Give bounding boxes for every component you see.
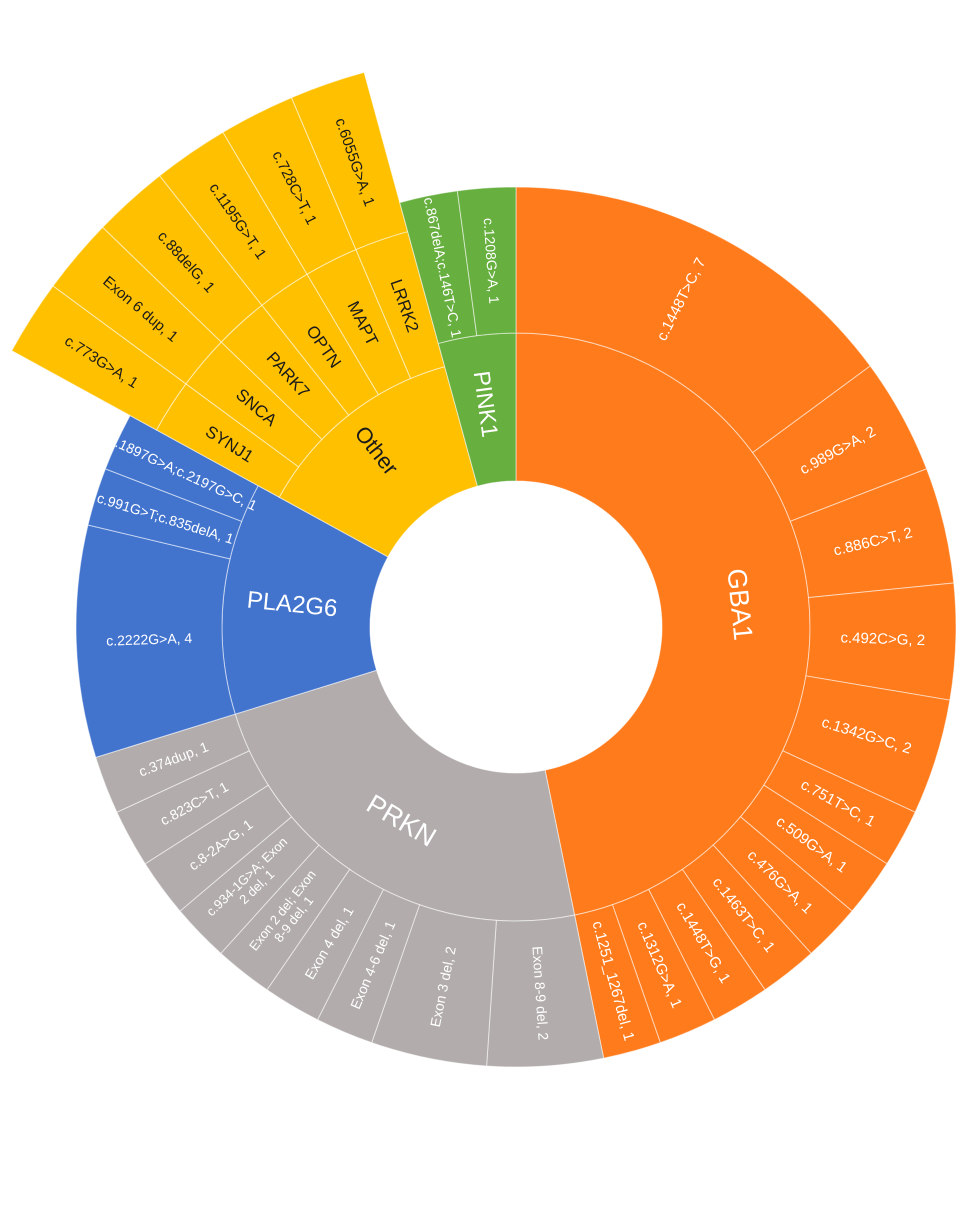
pink1-variant-label-1: c.1208G>A, 1	[481, 217, 503, 304]
pla2g6-variant-label-0: c.2222G>A, 4	[106, 630, 193, 649]
gba1-group-label: GBA1	[721, 567, 758, 642]
pink1-variant-wedge-1	[456, 186, 517, 337]
center-hole	[370, 481, 662, 773]
gba1-variant-label-3: c.492C>G, 2	[840, 629, 925, 649]
prkn-variant-label-0: Exon 8-9 del, 2	[529, 946, 551, 1041]
